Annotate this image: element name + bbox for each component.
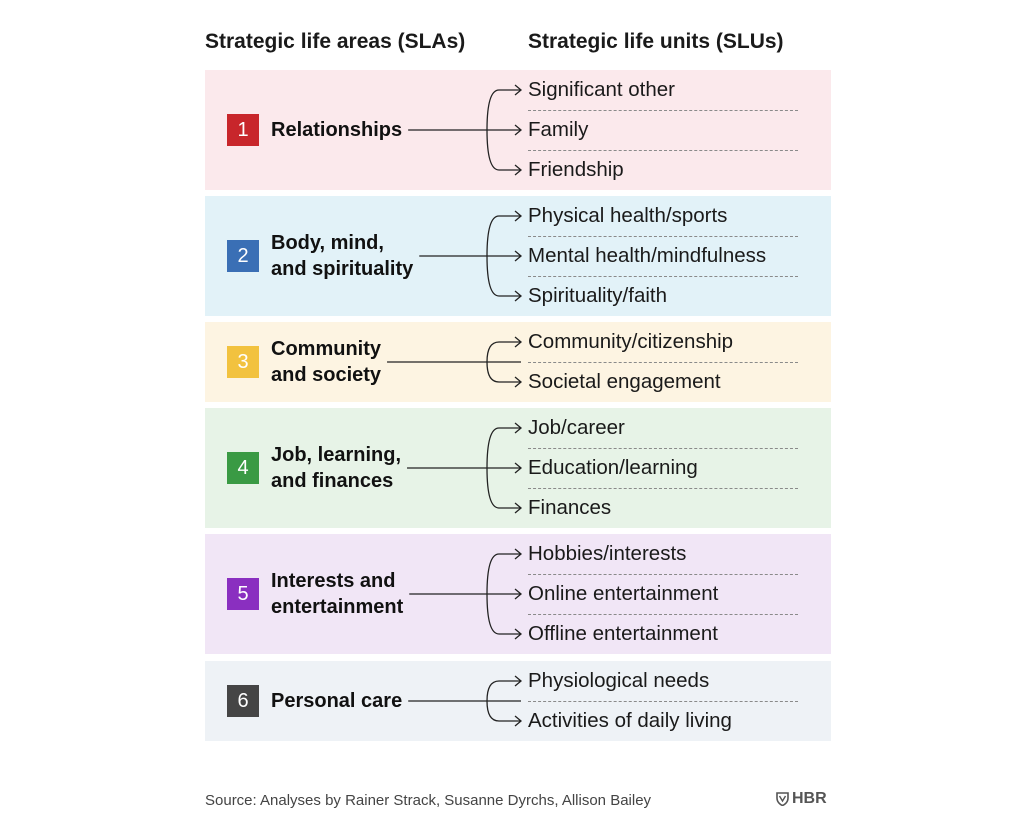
area-label: Community and society [271, 336, 381, 388]
life-area-row-3: 3 Community and society Community/citizensh… [205, 322, 831, 402]
sla-column-header: Strategic life areas (SLAs) [205, 30, 466, 53]
branch-connector [407, 422, 523, 514]
area-label-line: Interests and [271, 570, 396, 592]
area-label-line: Personal care [271, 690, 403, 712]
life-area-row-6: 6 Personal care Physiological needs Activit… [205, 661, 831, 741]
life-area-row-4: 4 Job, learning, and finances Job/career Edu… [205, 408, 831, 528]
connector-line [409, 553, 521, 635]
arrowhead [514, 124, 523, 136]
area-label: Personal care [271, 688, 402, 714]
arrowhead [514, 164, 523, 176]
area-label-line: Body, mind, [271, 232, 384, 254]
life-unit-label: Community/citizenship [528, 330, 734, 353]
arrowhead [514, 462, 523, 474]
connector-line [387, 341, 521, 383]
life-unit-label: Societal engagement [528, 370, 721, 393]
unit-divider [528, 701, 798, 702]
area-number-badge: 3 [227, 346, 259, 378]
life-unit-label: Friendship [528, 158, 624, 181]
unit-divider [528, 448, 798, 449]
area-number-badge: 1 [227, 114, 259, 146]
life-unit-label: Significant other [528, 78, 676, 101]
area-number-badge: 6 [227, 685, 259, 717]
slu-column-header: Strategic life units (SLUs) [528, 30, 784, 53]
hbr-logo-text: HBR [792, 790, 827, 807]
arrowhead [514, 715, 523, 727]
life-unit-label: Education/learning [528, 456, 698, 479]
life-unit-label: Spirituality/faith [528, 284, 668, 307]
arrowhead [514, 422, 523, 434]
arrowhead [514, 250, 523, 262]
arrowhead [514, 84, 523, 96]
life-unit-label: Hobbies/interests [528, 542, 687, 565]
arrowhead [514, 376, 523, 388]
branch-connector [419, 210, 523, 302]
hbr-logo: HBR [776, 790, 827, 808]
life-unit-label: Job/career [528, 416, 625, 439]
arrowhead [514, 210, 523, 222]
unit-divider [528, 276, 798, 277]
area-label-line: Job, learning, [271, 444, 402, 466]
area-number-badge: 4 [227, 452, 259, 484]
area-label: Relationships [271, 117, 402, 143]
arrowhead [514, 628, 523, 640]
arrowhead [514, 548, 523, 560]
source-note: Source: Analyses by Rainer Strack, Susan… [205, 792, 652, 809]
branch-connector [408, 84, 523, 176]
unit-divider [528, 150, 798, 151]
life-area-row-5: 5 Interests and entertainment Hobbies/inter… [205, 534, 831, 654]
shield-icon [776, 792, 789, 806]
branch-connector [387, 336, 523, 388]
connector-line [408, 680, 521, 722]
arrowhead [514, 675, 523, 687]
area-label: Interests and entertainment [271, 568, 403, 620]
life-unit-label: Mental health/mindfulness [528, 244, 767, 267]
unit-divider [528, 614, 798, 615]
life-unit-label: Offline entertainment [528, 622, 718, 645]
area-label-line: and finances [271, 470, 394, 492]
branch-connector [409, 548, 523, 640]
life-unit-label: Physical health/sports [528, 204, 728, 227]
arrowhead [514, 588, 523, 600]
area-label-line: Relationships [271, 119, 403, 141]
unit-divider [528, 236, 798, 237]
life-unit-label: Physiological needs [528, 669, 710, 692]
arrowhead [514, 336, 523, 348]
life-unit-label: Online entertainment [528, 582, 719, 605]
life-unit-label: Finances [528, 496, 612, 519]
area-label-line: and society [271, 364, 382, 386]
unit-divider [528, 574, 798, 575]
area-label: Body, mind, and spirituality [271, 230, 413, 282]
life-area-row-1: 1 Relationships Significant other Family Fri… [205, 70, 831, 190]
arrowhead [514, 502, 523, 514]
unit-divider [528, 110, 798, 111]
life-unit-label: Activities of daily living [528, 709, 732, 732]
area-number-badge: 2 [227, 240, 259, 272]
life-unit-label: Family [528, 118, 589, 141]
unit-divider [528, 488, 798, 489]
area-number-badge: 5 [227, 578, 259, 610]
connector-line [419, 215, 521, 297]
unit-divider [528, 362, 798, 363]
connector-line [408, 89, 521, 171]
area-label-line: entertainment [271, 596, 404, 618]
life-area-row-2: 2 Body, mind, and spirituality Physical hea… [205, 196, 831, 316]
area-label-line: Community [271, 338, 381, 360]
branch-connector [408, 675, 523, 727]
area-label-line: and spirituality [271, 258, 414, 280]
arrowhead [514, 290, 523, 302]
connector-line [407, 427, 521, 509]
area-label: Job, learning, and finances [271, 442, 401, 494]
